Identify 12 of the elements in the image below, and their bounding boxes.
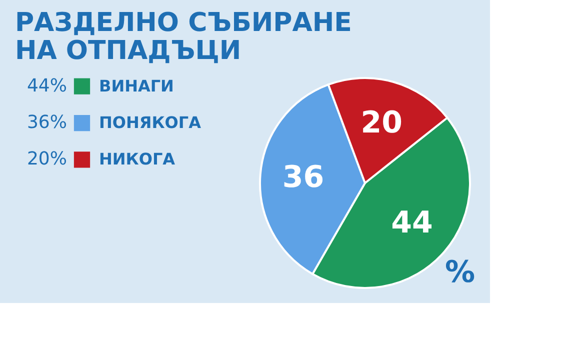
- text: 20%: [26, 148, 67, 170]
- text: %: [444, 255, 476, 290]
- legend-label: ВИНАГИ: [99, 76, 174, 96]
- text: 44%: [26, 75, 67, 96]
- legend-label: ПОНЯКОГА: [99, 113, 202, 132]
- text: РАЗДЕЛНО СЪБИРАНЕ: [15, 8, 352, 38]
- data-label: 20: [360, 105, 403, 140]
- legend-label: НИКОГА: [99, 150, 176, 169]
- data-label: 44: [391, 205, 433, 240]
- text: НА ОТПАДЪЦИ: [15, 36, 242, 66]
- data-label: 36: [282, 160, 324, 195]
- text: 36%: [26, 112, 67, 133]
